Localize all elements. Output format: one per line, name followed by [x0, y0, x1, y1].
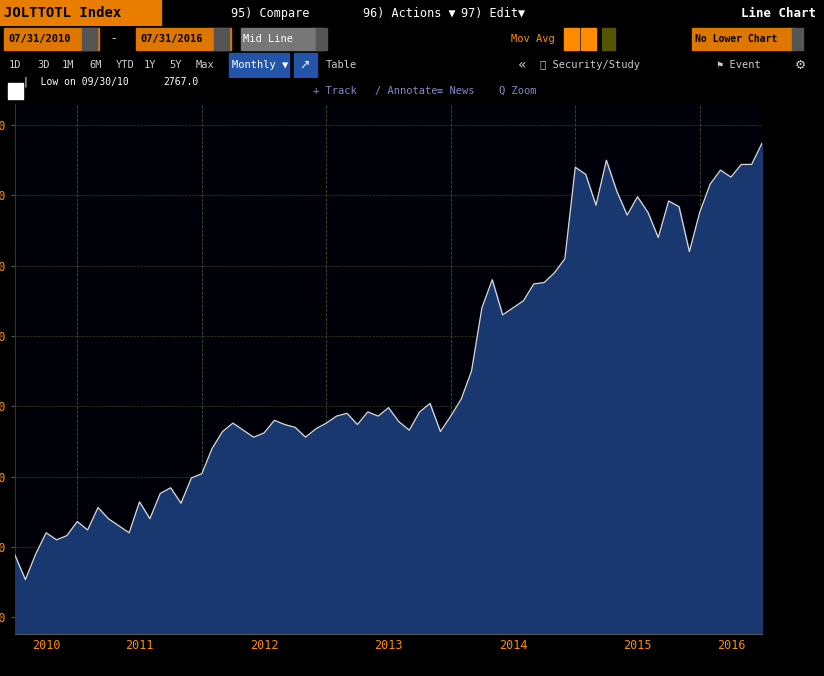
Text: ≡ News: ≡ News — [437, 86, 475, 96]
Text: Max: Max — [196, 60, 215, 70]
Bar — [316, 28, 327, 50]
Text: Table: Table — [325, 60, 357, 70]
Text: ∿ Security/Study: ∿ Security/Study — [540, 60, 639, 70]
Text: + Track: + Track — [313, 86, 357, 96]
Bar — [602, 28, 615, 50]
Text: «: « — [517, 58, 526, 72]
Bar — [294, 53, 317, 76]
Text: ↗: ↗ — [299, 59, 310, 72]
Text: 07/31/2016: 07/31/2016 — [140, 34, 203, 44]
Text: 4183.4: 4183.4 — [164, 32, 199, 43]
Text: 6M: 6M — [89, 60, 101, 70]
Bar — [4, 28, 99, 50]
Text: 3D: 3D — [37, 60, 49, 70]
Text: |  Low on 09/30/10: | Low on 09/30/10 — [22, 77, 129, 87]
Text: 95) Compare: 95) Compare — [231, 7, 309, 20]
Bar — [214, 28, 229, 50]
Bar — [136, 28, 231, 50]
Bar — [564, 28, 579, 50]
Text: Line Chart: Line Chart — [741, 7, 816, 20]
Text: 5871.0: 5871.0 — [771, 138, 808, 148]
Text: Monthly ▼: Monthly ▼ — [232, 60, 288, 70]
Bar — [581, 28, 596, 50]
Text: 1M: 1M — [62, 60, 74, 70]
Bar — [82, 28, 97, 50]
Text: 1D: 1D — [8, 60, 21, 70]
Text: / Annotate: / Annotate — [375, 86, 438, 96]
Bar — [692, 28, 795, 50]
Text: Mid Line: Mid Line — [243, 34, 293, 44]
Text: JOLTTOTL Index: JOLTTOTL Index — [4, 6, 121, 20]
Text: YTD: YTD — [115, 60, 134, 70]
Text: 97) Edit▼: 97) Edit▼ — [461, 7, 526, 20]
Text: -: - — [111, 32, 115, 45]
Text: 5Y: 5Y — [169, 60, 181, 70]
Bar — [792, 28, 803, 50]
Text: 07/31/2010: 07/31/2010 — [8, 34, 71, 44]
Text: ↔ Average: ↔ Average — [22, 32, 76, 43]
Bar — [0, 0, 161, 26]
Bar — [229, 53, 289, 76]
Text: Q Zoom: Q Zoom — [499, 86, 536, 96]
Bar — [8, 83, 23, 99]
Text: 1Y: 1Y — [144, 60, 157, 70]
Text: No Lower Chart: No Lower Chart — [695, 34, 777, 44]
Text: 2767.0: 2767.0 — [164, 77, 199, 87]
Text: ⚑ Event: ⚑ Event — [717, 60, 761, 70]
Bar — [241, 28, 323, 50]
Text: ⚙: ⚙ — [795, 59, 807, 72]
Text: Mov Avg: Mov Avg — [511, 34, 555, 44]
Text: 96) Actions ▼: 96) Actions ▼ — [363, 7, 455, 20]
